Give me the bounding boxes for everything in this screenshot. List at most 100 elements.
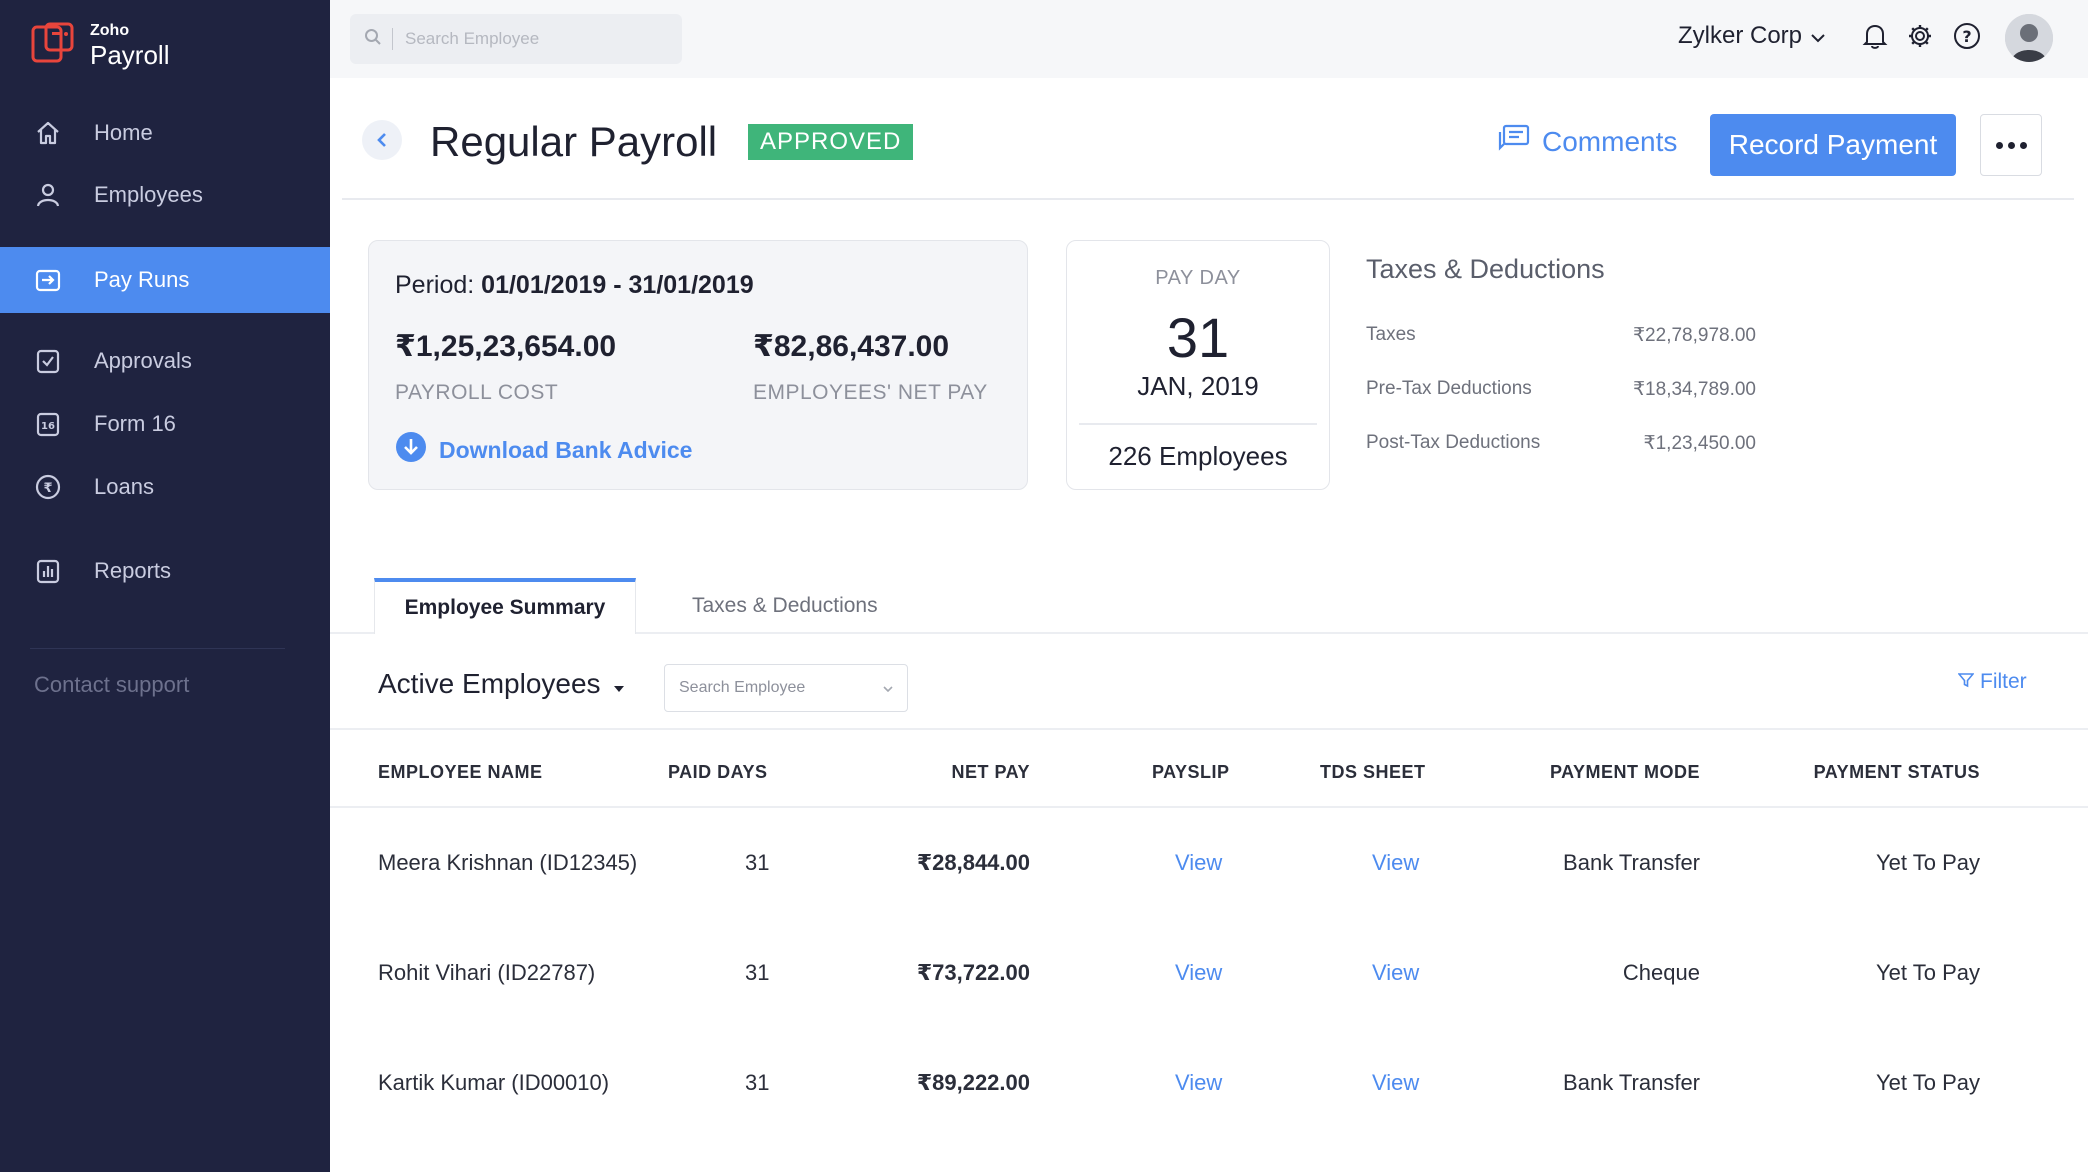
active-employees-label: Active Employees [378, 668, 601, 699]
page-title: Regular Payroll [430, 118, 718, 165]
period-line: Period: 01/01/2019 - 31/01/2019 [395, 271, 754, 300]
download-bank-advice-link[interactable]: Download Bank Advice [395, 431, 692, 469]
employee-name: Rohit Vihari (ID22787) [378, 960, 596, 985]
person-icon [33, 180, 63, 210]
sidebar-item-label: Reports [94, 558, 172, 583]
employee-name: Meera Krishnan (ID12345) [378, 850, 638, 875]
sidebar-item-form-16[interactable]: 16 Form 16 [0, 391, 330, 457]
sidebar-item-approvals[interactable]: Approvals [0, 328, 330, 394]
filter-icon [1957, 670, 1975, 694]
sidebar-item-label: Home [94, 120, 153, 145]
filter-label: Filter [1980, 670, 2027, 693]
tds-view-link[interactable]: View [1372, 960, 1420, 985]
payment-mode: Bank Transfer [1563, 850, 1700, 875]
more-dot-icon [1995, 141, 2003, 149]
chevron-left-icon [377, 133, 386, 147]
search-input[interactable] [405, 29, 665, 49]
sidebar-item-label: Loans [94, 474, 154, 499]
table-header-divider [330, 806, 2088, 808]
payment-status: Yet To Pay [1876, 850, 1980, 875]
net-pay-value: ₹82,86,437.00 [753, 330, 950, 363]
col-tds-sheet: TDS SHEET [1320, 762, 1426, 782]
payment-mode: Cheque [1622, 960, 1700, 985]
tds-view-link[interactable]: View [1372, 850, 1420, 875]
table-divider [330, 728, 2088, 730]
sidebar-item-employees[interactable]: Employees [0, 162, 330, 228]
sidebar-item-loans[interactable]: ₹ Loans [0, 454, 330, 520]
global-search[interactable] [350, 14, 682, 64]
sidebar-item-label: Employees [94, 182, 203, 207]
col-net-pay: NET PAY [951, 762, 1030, 782]
net-pay-label: EMPLOYEES' NET PAY [753, 381, 988, 404]
employee-search-select[interactable]: Search Employee [664, 664, 908, 712]
more-dot-icon [2007, 141, 2015, 149]
employee-search-placeholder: Search Employee [679, 679, 806, 696]
org-name: Zylker Corp [1678, 22, 1803, 49]
download-icon [395, 431, 427, 469]
col-payslip: PAYSLIP [1152, 762, 1230, 782]
logo-icon [30, 22, 80, 68]
caret-down-icon [613, 668, 625, 700]
tax-row: Post-Tax Deductions ₹1,23,450.00 [1366, 432, 1756, 454]
help-icon[interactable]: ? [1950, 19, 1984, 53]
more-options-button[interactable] [1980, 114, 2042, 176]
pay-day-month: JAN, 2019 [1137, 371, 1259, 401]
status-badge: APPROVED [748, 124, 914, 160]
comments-label: Comments [1542, 125, 1678, 157]
payslip-view-link[interactable]: View [1175, 960, 1223, 985]
table-row: Meera Krishnan (ID12345) 31 ₹28,844.00 V… [330, 850, 2088, 960]
net-pay: ₹89,222.00 [916, 1070, 1030, 1095]
employee-name: Kartik Kumar (ID00010) [378, 1070, 610, 1095]
pay-day-number: 31 [1166, 306, 1230, 369]
comments-button[interactable]: Comments [1498, 124, 1677, 159]
payroll-cost-label: PAYROLL COST [395, 381, 559, 404]
back-button[interactable] [362, 120, 402, 160]
topbar: Zylker Corp ? [330, 0, 2088, 78]
logo-brand-name: Payroll [90, 39, 170, 70]
col-paid-days: PAID DAYS [668, 762, 768, 782]
bell-icon[interactable] [1858, 19, 1892, 53]
payslip-view-link[interactable]: View [1175, 1070, 1223, 1095]
svg-text:?: ? [1962, 27, 1971, 46]
home-icon [33, 118, 63, 148]
payroll-summary-card: Period: 01/01/2019 - 31/01/2019 ₹1,25,23… [368, 240, 1028, 490]
tab-divider [330, 632, 2088, 634]
search-divider [392, 28, 393, 50]
tab-taxes-deductions[interactable]: Taxes & Deductions [692, 594, 878, 617]
approval-check-icon [33, 346, 63, 376]
contact-support-link[interactable]: Contact support [34, 672, 190, 697]
pay-day-card: PAY DAY 31 JAN, 2019 226 Employees [1066, 240, 1330, 490]
sidebar-item-pay-runs[interactable]: Pay Runs [0, 247, 330, 313]
taxes-title: Taxes & Deductions [1366, 254, 1605, 284]
tds-view-link[interactable]: View [1372, 1070, 1420, 1095]
org-switcher[interactable]: Zylker Corp [1678, 22, 1826, 50]
tax-row: Taxes ₹22,78,978.00 [1366, 324, 1756, 346]
sidebar-item-home[interactable]: Home [0, 100, 330, 166]
more-dot-icon [2019, 141, 2027, 149]
table-row: Rohit Vihari (ID22787) 31 ₹73,722.00 Vie… [330, 960, 2088, 1070]
employee-count: 226 Employees [1108, 441, 1288, 471]
zoho-payroll-logo[interactable]: Zoho Payroll [30, 22, 169, 68]
chevron-down-icon [883, 679, 893, 697]
tab-employee-summary[interactable]: Employee Summary [374, 578, 636, 634]
tax-value: ₹18,34,789.00 [1632, 379, 1756, 400]
record-payment-button[interactable]: Record Payment [1710, 114, 1956, 176]
pay-day-divider [1079, 423, 1317, 425]
gear-icon[interactable] [1903, 19, 1937, 53]
payroll-cost-value: ₹1,25,23,654.00 [395, 330, 617, 363]
payrun-icon [33, 265, 63, 295]
paid-days: 31 [745, 1070, 770, 1095]
active-employees-dropdown[interactable]: Active Employees [378, 668, 625, 700]
user-avatar[interactable] [2005, 14, 2053, 62]
payment-status: Yet To Pay [1876, 1070, 1980, 1095]
payslip-view-link[interactable]: View [1175, 850, 1223, 875]
period-label: Period: [395, 271, 475, 299]
sidebar-item-reports[interactable]: Reports [0, 538, 330, 604]
svg-text:16: 16 [41, 421, 55, 432]
pay-day-label: PAY DAY [1155, 267, 1241, 289]
bar-chart-icon [33, 556, 63, 586]
main-content: Regular Payroll APPROVED Comments Record… [330, 78, 2088, 1172]
chevron-down-icon [1810, 22, 1826, 50]
filter-button[interactable]: Filter [1957, 670, 2027, 694]
tax-value: ₹1,23,450.00 [1643, 433, 1756, 454]
